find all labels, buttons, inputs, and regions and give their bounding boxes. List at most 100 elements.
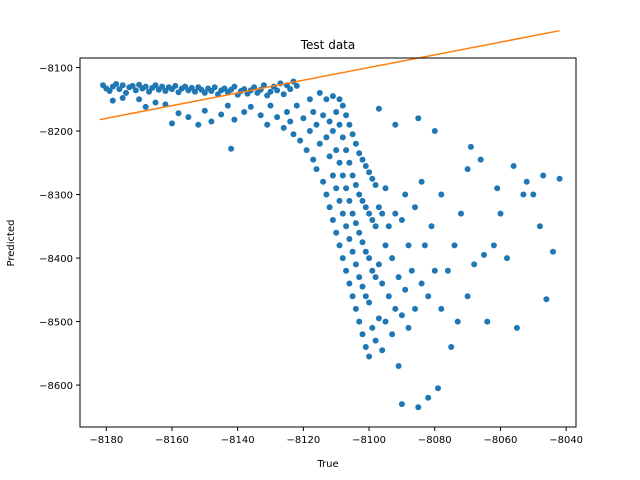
data-point bbox=[356, 318, 363, 325]
data-point bbox=[356, 150, 363, 157]
data-point bbox=[326, 153, 333, 160]
data-point bbox=[418, 178, 425, 185]
data-point bbox=[484, 318, 491, 325]
data-point bbox=[343, 267, 350, 274]
data-point bbox=[352, 220, 359, 227]
data-point bbox=[467, 143, 474, 150]
data-point bbox=[290, 131, 297, 138]
data-point bbox=[454, 318, 461, 325]
x-tick-label: −8180 bbox=[89, 435, 123, 446]
data-point bbox=[129, 82, 136, 89]
data-point bbox=[323, 191, 330, 198]
data-point bbox=[359, 283, 366, 290]
data-point bbox=[231, 116, 238, 123]
data-point bbox=[359, 331, 366, 338]
data-point bbox=[359, 156, 366, 163]
data-point bbox=[339, 102, 346, 109]
x-tick-label: −8100 bbox=[352, 435, 386, 446]
data-point bbox=[405, 324, 412, 331]
data-point bbox=[297, 137, 304, 144]
data-point bbox=[195, 121, 202, 128]
data-point bbox=[379, 210, 386, 217]
data-point bbox=[241, 86, 248, 93]
data-point bbox=[510, 163, 517, 169]
axes-frame bbox=[79, 57, 577, 428]
data-point bbox=[228, 145, 235, 152]
data-point bbox=[392, 305, 399, 312]
data-point bbox=[300, 115, 307, 122]
data-point bbox=[392, 210, 399, 217]
data-point bbox=[349, 172, 356, 179]
data-point bbox=[444, 267, 451, 274]
data-point bbox=[435, 385, 441, 392]
data-point bbox=[490, 242, 497, 249]
data-point bbox=[402, 191, 409, 198]
fit-line bbox=[99, 29, 560, 121]
data-point bbox=[425, 394, 432, 401]
data-point bbox=[343, 223, 350, 230]
x-axis: −8180 −8160 −8140 −8120 −8100 −8080 −8060 −8040 bbox=[89, 427, 583, 446]
data-point bbox=[136, 96, 143, 103]
data-point bbox=[356, 191, 363, 198]
data-point bbox=[352, 182, 359, 188]
data-point bbox=[464, 293, 471, 300]
data-point bbox=[366, 210, 373, 217]
data-point bbox=[310, 109, 317, 115]
data-point bbox=[333, 185, 340, 192]
data-point bbox=[375, 261, 382, 268]
data-point bbox=[313, 166, 320, 173]
y-tick-label: −8300 bbox=[39, 191, 73, 202]
x-tick-label: −8040 bbox=[549, 435, 583, 446]
data-point bbox=[389, 255, 396, 262]
data-point bbox=[343, 147, 350, 154]
data-point bbox=[339, 255, 346, 262]
data-point bbox=[333, 109, 340, 115]
data-point bbox=[316, 140, 323, 147]
data-point bbox=[392, 121, 399, 128]
data-point bbox=[333, 147, 340, 154]
data-point bbox=[359, 239, 366, 246]
data-point bbox=[306, 96, 313, 103]
data-point bbox=[451, 242, 458, 249]
data-point bbox=[372, 337, 379, 344]
data-point bbox=[405, 242, 412, 249]
x-tick-label: −8140 bbox=[221, 435, 255, 446]
data-point bbox=[448, 344, 455, 350]
y-axis: −8100 −8200 −8300 −8400 −8500 −8600 bbox=[39, 64, 80, 392]
data-point bbox=[159, 83, 166, 90]
data-point bbox=[556, 175, 563, 182]
data-point bbox=[530, 191, 537, 198]
data-point bbox=[412, 305, 418, 312]
data-point bbox=[109, 97, 116, 104]
data-point bbox=[369, 175, 376, 182]
data-point bbox=[366, 299, 373, 306]
data-point bbox=[201, 89, 208, 96]
data-point bbox=[425, 293, 432, 300]
data-point bbox=[211, 84, 218, 91]
data-point bbox=[326, 204, 333, 211]
data-point bbox=[316, 89, 323, 96]
data-point bbox=[362, 204, 369, 211]
data-point bbox=[241, 109, 248, 115]
data-point bbox=[369, 267, 376, 274]
data-point bbox=[431, 128, 438, 134]
data-point bbox=[356, 274, 363, 281]
data-point bbox=[336, 242, 343, 249]
data-point bbox=[372, 182, 379, 188]
data-point bbox=[132, 87, 139, 94]
data-point bbox=[369, 217, 376, 223]
data-point bbox=[336, 121, 343, 128]
data-point bbox=[119, 82, 126, 89]
data-point bbox=[260, 82, 267, 89]
data-point bbox=[313, 121, 320, 128]
data-point bbox=[349, 293, 356, 300]
data-point bbox=[428, 223, 435, 230]
data-point bbox=[287, 86, 294, 93]
data-point bbox=[283, 109, 290, 115]
data-point bbox=[267, 88, 274, 95]
data-point bbox=[280, 91, 287, 98]
data-point bbox=[438, 305, 445, 312]
data-point bbox=[431, 267, 438, 274]
data-point bbox=[402, 286, 409, 293]
data-point bbox=[169, 120, 175, 127]
